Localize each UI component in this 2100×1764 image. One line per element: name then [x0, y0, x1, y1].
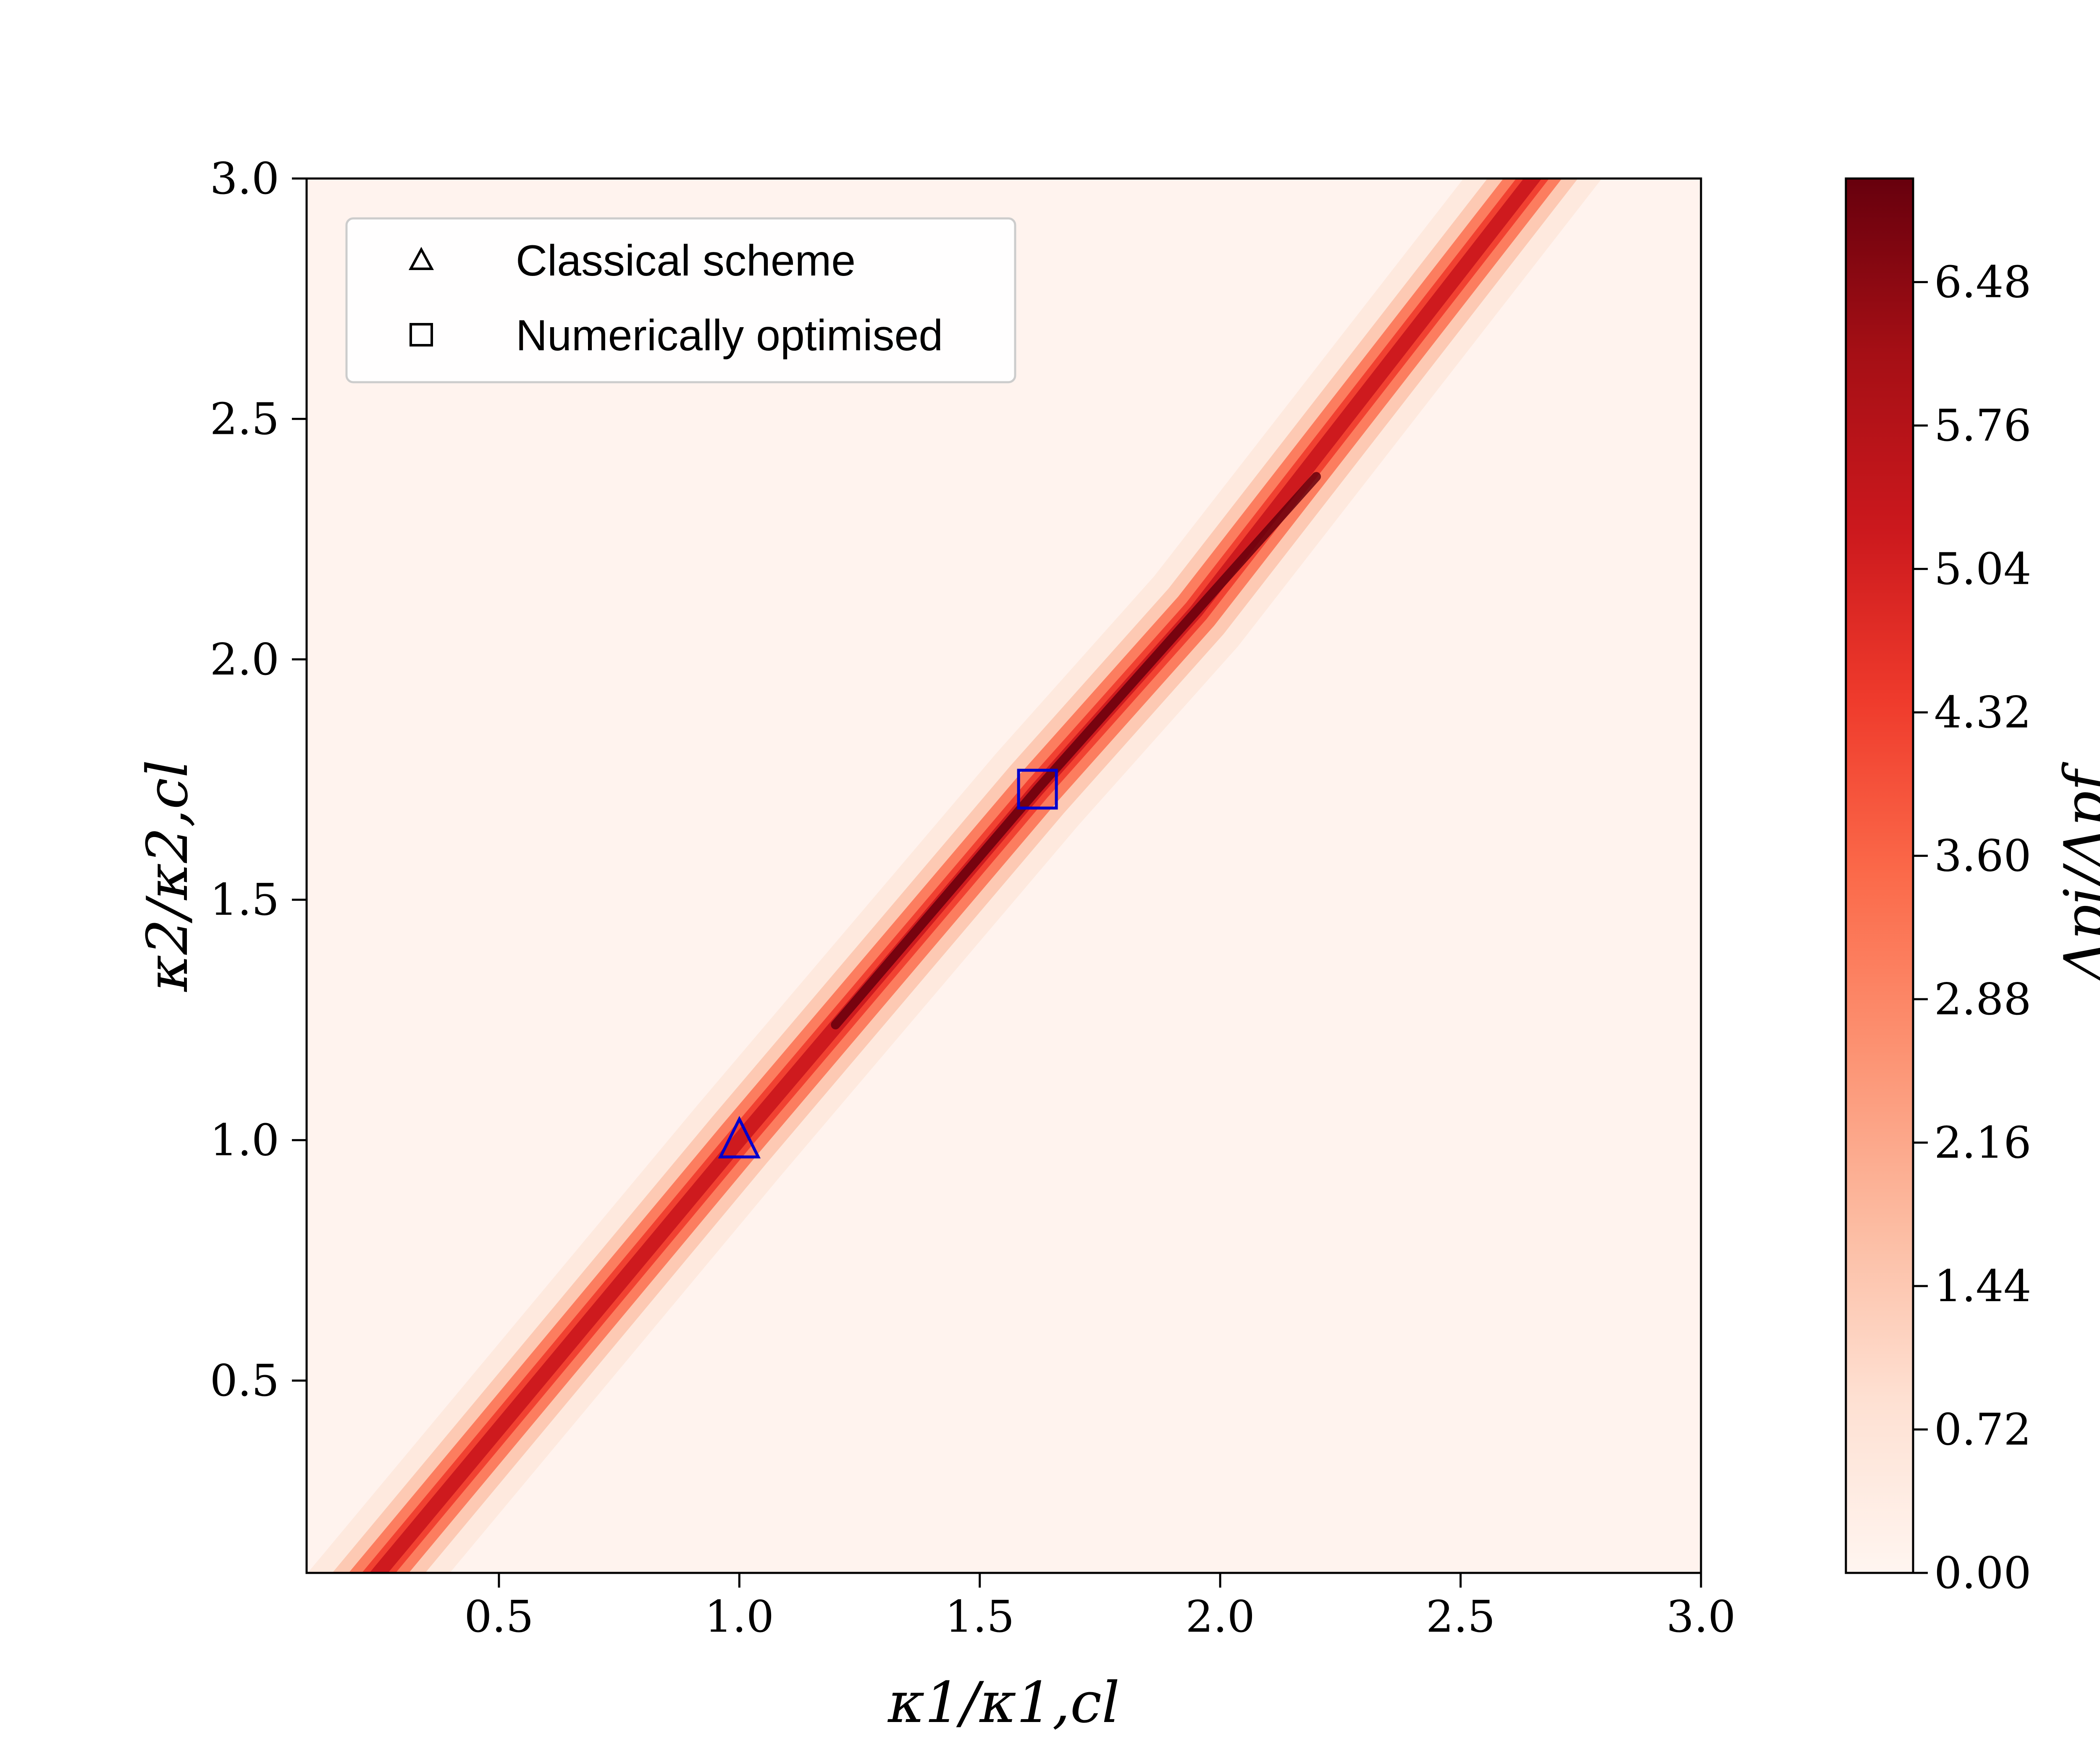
- x-axis-ticks: 0.5 1.0 1.5 2.0 2.5 3.0: [464, 1573, 1736, 1642]
- legend-entry-optimised: Numerically optimised: [516, 311, 943, 360]
- colorbar-label: Δpi/Δpf: [2052, 761, 2100, 983]
- y-tick-label: 2.5: [210, 393, 279, 444]
- colorbar-tick-label: 2.16: [1934, 1117, 2032, 1168]
- legend: Classical scheme Numerically optimised: [345, 217, 1016, 383]
- colorbar-tick-label: 5.04: [1934, 543, 2032, 595]
- legend-triangle-icon: [408, 247, 434, 270]
- y-tick-label: 0.5: [210, 1355, 279, 1406]
- colorbar-gradient: [1845, 177, 1914, 1574]
- legend-entry-classical: Classical scheme: [516, 236, 856, 285]
- legend-box: [345, 217, 1016, 383]
- x-tick-label: 0.5: [464, 1591, 533, 1642]
- x-tick-label: 3.0: [1666, 1591, 1735, 1642]
- y-tick-label: 2.0: [210, 634, 279, 685]
- plot-frame: [305, 177, 1702, 1574]
- x-tick-label: 1.0: [705, 1591, 774, 1642]
- y-tick-label: 3.0: [210, 153, 279, 204]
- y-axis-label: κ2/κ2,cl: [135, 760, 200, 992]
- legend-square-icon: [410, 323, 433, 346]
- colorbar-tick-label: 5.76: [1934, 400, 2032, 451]
- x-tick-label: 1.5: [945, 1591, 1014, 1642]
- colorbar-tick-label: 3.60: [1934, 830, 2032, 882]
- marker-classical-scheme: [718, 1116, 761, 1159]
- markers-layer: [718, 769, 1058, 1159]
- x-tick-label: 2.5: [1426, 1591, 1495, 1642]
- heatmap: [307, 178, 1701, 1573]
- colorbar-tick-label: 6.48: [1934, 257, 2032, 308]
- colorbar-tick-label: 1.44: [1934, 1260, 2032, 1312]
- marker-numerically-optimised: [1017, 769, 1058, 810]
- x-axis-label: κ1/κ1,cl: [887, 1670, 1120, 1735]
- colorbar-ticks: 0.00 0.72 1.44 2.16 2.88 3.60 4.32 5.04 5.76 6.48: [1913, 257, 2032, 1599]
- x-tick-label: 2.0: [1185, 1591, 1255, 1642]
- ridge-layer: [307, 178, 1602, 1573]
- colorbar-tick-label: 0.72: [1934, 1404, 2032, 1455]
- colorbar: 0.00 0.72 1.44 2.16 2.88 3.60 4.32 5.04 5.76 6.48…: [1845, 177, 2100, 1599]
- y-axis-ticks: 0.5 1.0 1.5 2.0 2.5 3.0: [210, 153, 307, 1406]
- y-tick-label: 1.0: [210, 1115, 279, 1166]
- colorbar-tick-label: 2.88: [1934, 974, 2032, 1025]
- colorbar-tick-label: 4.32: [1934, 687, 2032, 738]
- y-tick-label: 1.5: [210, 874, 279, 925]
- ridge-peak-core: [831, 472, 1321, 1029]
- colorbar-tick-label: 0.00: [1934, 1547, 2032, 1599]
